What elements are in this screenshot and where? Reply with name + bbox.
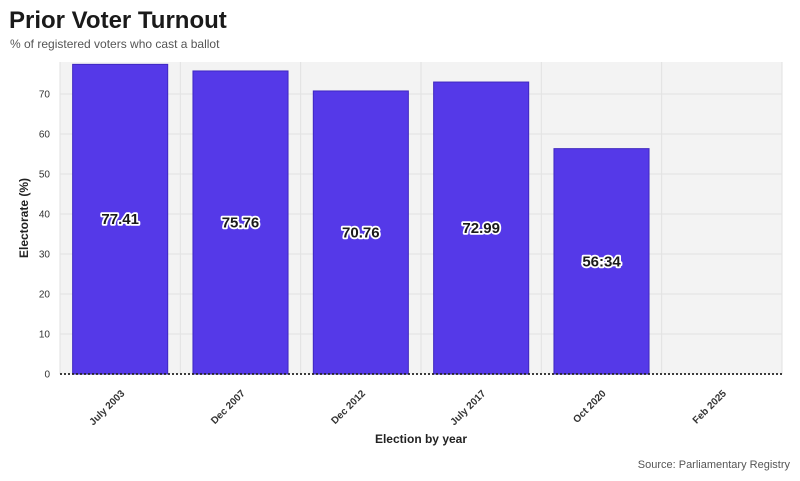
x-tick-label: July 2003 [88,388,128,428]
data-label: 70.76 [342,224,380,241]
y-tick-label: 10 [39,330,51,341]
source-note: Source: Parliamentary Registry [637,459,790,471]
bar [553,148,650,375]
bar [192,70,289,375]
bar [72,63,169,375]
x-tick-label: Dec 2012 [330,388,369,427]
y-tick-label: 20 [39,290,51,301]
y-axis-title: Electorate (%) [17,178,31,258]
x-tick-label: Oct 2020 [571,388,609,426]
data-label: 56:34 [582,253,621,270]
bar [312,90,409,375]
y-axis-ticks: 0 10 20 30 40 50 60 70 [39,90,51,381]
data-labels: 77.41 75.76 70.76 72.99 56:34 [100,209,623,272]
y-tick-label: 70 [39,90,51,101]
chart-subtitle: % of registered voters who cast a ballot [10,37,220,51]
y-tick-label: 60 [39,130,51,141]
bars [72,63,650,375]
x-tick-label: Dec 2007 [209,388,248,427]
data-label: 72.99 [462,220,500,237]
x-tick-label: July 2017 [449,388,489,428]
data-label: 77.41 [101,211,139,228]
y-tick-label: 30 [39,250,51,261]
gridlines [59,62,783,374]
y-tick-label: 40 [39,210,51,221]
x-tick-label: Feb 2025 [691,388,729,426]
x-axis-ticks: July 2003 Dec 2007 Dec 2012 July 2017 Oct 20… [88,388,730,428]
y-tick-label: 50 [39,170,51,181]
y-tick-label: 0 [44,370,50,381]
chart-title: Prior Voter Turnout [9,7,227,34]
data-label: 75.76 [222,214,260,231]
x-axis-title: Election by year [375,432,467,446]
